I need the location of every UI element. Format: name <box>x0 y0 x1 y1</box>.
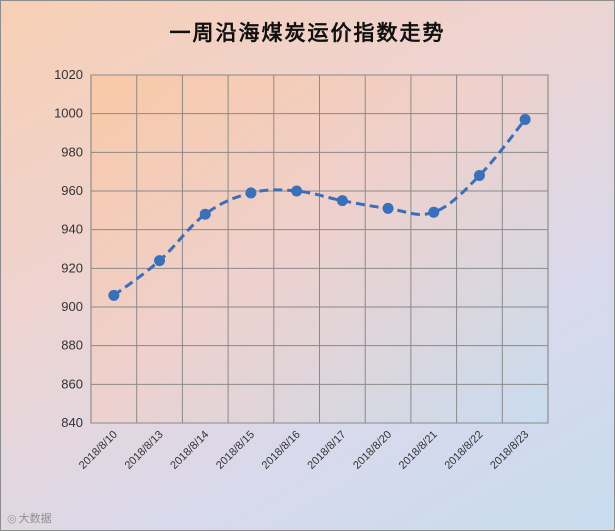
data-point <box>154 255 166 267</box>
x-tick-label: 2018/8/22 <box>442 429 485 472</box>
y-tick-label: 900 <box>61 299 83 314</box>
chart-title: 一周沿海煤炭运价指数走势 <box>169 20 446 45</box>
data-point <box>199 208 211 220</box>
watermark: ◎ 大数据 <box>7 510 52 526</box>
data-point <box>108 289 120 301</box>
y-tick-label: 940 <box>61 222 83 237</box>
y-tick-label: 920 <box>61 260 83 275</box>
x-tick-label: 2018/8/20 <box>351 429 394 472</box>
x-tick-label: 2018/8/13 <box>123 429 166 472</box>
data-point <box>291 185 303 197</box>
y-tick-label: 980 <box>61 144 83 159</box>
data-point <box>473 170 485 182</box>
data-point <box>519 113 531 125</box>
watermark-text: 大数据 <box>18 512 52 525</box>
y-tick-label: 860 <box>61 376 83 391</box>
camera-icon: ◎ <box>7 511 17 525</box>
series-line <box>112 118 527 297</box>
x-axis: 2018/8/10 2018/8/13 2018/8/14 2018/8/15 2018… <box>77 429 531 472</box>
y-axis: 840 860 880 900 920 940 960 980 1000 1020 <box>54 67 83 430</box>
x-tick-label: 2018/8/10 <box>77 429 120 472</box>
y-tick-label: 1020 <box>54 67 83 82</box>
x-tick-label: 2018/8/23 <box>488 429 531 472</box>
series-markers <box>108 113 531 301</box>
y-tick-label: 960 <box>61 183 83 198</box>
y-tick-label: 880 <box>61 338 83 353</box>
data-point <box>336 195 348 207</box>
x-tick-label: 2018/8/21 <box>397 429 440 472</box>
data-point <box>428 206 440 218</box>
data-point <box>245 187 257 199</box>
x-tick-label: 2018/8/14 <box>168 429 211 472</box>
x-tick-label: 2018/8/15 <box>214 429 257 472</box>
data-point <box>382 202 394 214</box>
x-tick-label: 2018/8/16 <box>260 429 303 472</box>
y-tick-label: 840 <box>61 415 83 430</box>
y-tick-label: 1000 <box>54 106 83 121</box>
grid-lines <box>91 74 548 424</box>
x-tick-label: 2018/8/17 <box>305 429 348 472</box>
